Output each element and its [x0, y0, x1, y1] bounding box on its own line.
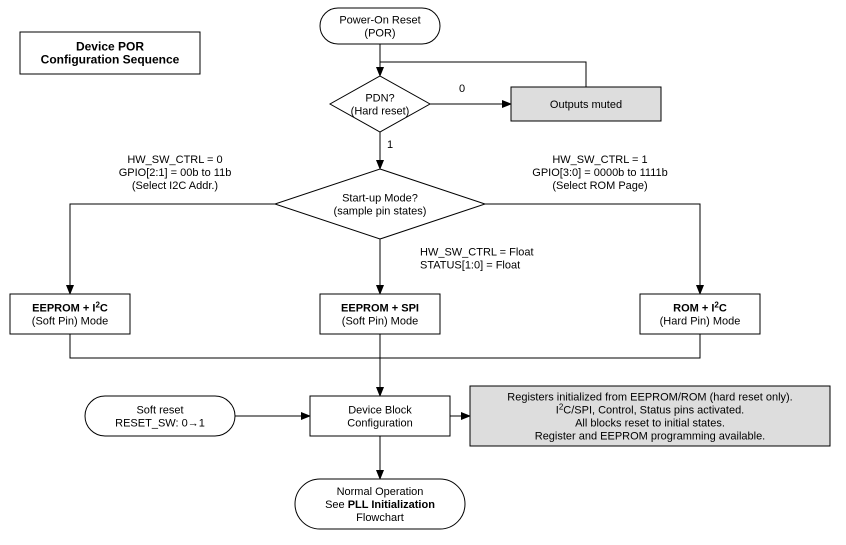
svg-text:Configuration: Configuration [347, 418, 412, 430]
svg-text:(sample pin states): (sample pin states) [334, 206, 427, 218]
edge-startup-mode_i2c [70, 204, 275, 294]
svg-text:See PLL Initialization: See PLL Initialization [325, 499, 435, 511]
flowchart-canvas: Device PORConfiguration Sequence Power-On… [0, 0, 846, 545]
svg-text:(Hard reset): (Hard reset) [351, 106, 410, 118]
label-right_cond: GPIO[3:0] = 0000b to 1111b [532, 167, 667, 179]
svg-text:Power-On Reset: Power-On Reset [339, 15, 420, 27]
svg-text:(Soft Pin) Mode: (Soft Pin) Mode [342, 316, 418, 328]
label-center_cond: STATUS[1:0] = Float [420, 260, 520, 272]
edge-mode_i2c-bus [70, 334, 380, 358]
svg-text:(POR): (POR) [364, 28, 395, 40]
label-right_cond: (Select ROM Page) [552, 180, 647, 192]
label-left_cond: GPIO[2:1] = 00b to 11b [119, 167, 232, 179]
svg-text:Flowchart: Flowchart [356, 512, 404, 524]
svg-text:ROM + I2C: ROM + I2C [673, 301, 727, 315]
label-left_cond: HW_SW_CTRL = 0 [127, 154, 222, 166]
label-right_cond: HW_SW_CTRL = 1 [552, 154, 647, 166]
svg-text:(Soft Pin) Mode: (Soft Pin) Mode [32, 316, 108, 328]
label-left_cond: (Select I2C Addr.) [132, 180, 218, 192]
svg-text:(Hard Pin) Mode: (Hard Pin) Mode [660, 316, 741, 328]
svg-text:Register and EEPROM programmin: Register and EEPROM programming availabl… [535, 431, 766, 443]
svg-text:Soft reset: Soft reset [136, 405, 183, 417]
svg-text:Registers initialized from EEP: Registers initialized from EEPROM/ROM (h… [507, 392, 792, 404]
svg-text:Normal Operation: Normal Operation [337, 486, 424, 498]
edge-label-pdn_one: 1 [387, 139, 393, 151]
edge-label-pdn_zero: 0 [459, 83, 465, 95]
svg-text:Outputs muted: Outputs muted [550, 99, 622, 111]
svg-text:Configuration Sequence: Configuration Sequence [41, 53, 180, 67]
svg-text:PDN?: PDN? [365, 93, 394, 105]
svg-text:EEPROM + SPI: EEPROM + SPI [341, 303, 419, 315]
label-center_cond: HW_SW_CTRL = Float [420, 247, 534, 259]
svg-text:Device POR: Device POR [76, 40, 144, 54]
svg-text:Device Block: Device Block [348, 405, 412, 417]
svg-text:Start-up Mode?: Start-up Mode? [342, 193, 418, 205]
svg-text:RESET_SW: 0→1: RESET_SW: 0→1 [115, 418, 205, 430]
svg-text:All blocks reset to initial st: All blocks reset to initial states. [575, 418, 725, 430]
edge-mode_rom-bus [380, 334, 700, 358]
svg-text:I2C/SPI, Control, Status pins: I2C/SPI, Control, Status pins activated. [556, 403, 745, 417]
edge-outputs-pdn_top_loop [380, 62, 586, 87]
